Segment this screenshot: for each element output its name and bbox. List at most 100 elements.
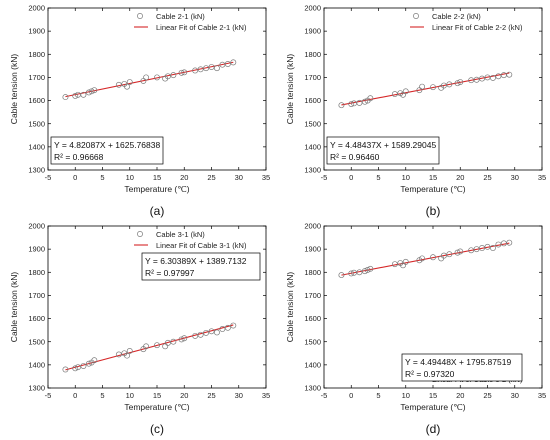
legend-marker <box>137 13 143 19</box>
data-point <box>143 74 150 81</box>
data-point <box>170 72 177 79</box>
y-tick-label: 1300 <box>28 166 45 175</box>
y-tick-label: 1800 <box>28 268 45 277</box>
data-point <box>446 81 453 88</box>
x-tick-label: 20 <box>456 173 464 182</box>
chart-panel-1: -5 0 5 10 15 20 25 30 35 1300 1400 1500 1600 1700 1800… <box>9 4 270 218</box>
x-tick-label: 20 <box>456 391 464 400</box>
equation-box <box>326 136 440 165</box>
data-point <box>192 67 199 74</box>
data-point <box>72 365 79 372</box>
y-tick-label: 1600 <box>28 96 45 105</box>
x-tick-label: -5 <box>45 391 52 400</box>
legend-marker <box>137 231 143 237</box>
data-point <box>391 261 398 268</box>
x-tick-label: 0 <box>349 173 353 182</box>
x-tick-label: 25 <box>483 391 491 400</box>
data-point <box>154 342 160 349</box>
y-tick-label: 1300 <box>28 384 45 393</box>
data-point <box>230 59 237 66</box>
data-point <box>164 73 171 80</box>
x-tick-label: 35 <box>262 173 270 182</box>
data-point <box>213 329 220 336</box>
y-tick-label: 1400 <box>304 142 321 151</box>
r-squared: R² = 0.97997 <box>145 268 195 278</box>
chart-panel-4: -5 0 5 10 15 20 25 30 35 1300 1400 1500 1600 1700 1800… <box>285 222 546 436</box>
y-tick-label: 1900 <box>28 27 45 36</box>
y-tick-label: 1700 <box>304 291 321 300</box>
data-point <box>126 79 133 86</box>
r-squared: R² = 0.96668 <box>54 152 104 162</box>
data-point <box>402 88 409 95</box>
x-tick-label: 5 <box>100 391 104 400</box>
data-point <box>80 363 87 369</box>
data-point <box>506 71 513 78</box>
data-point <box>356 99 363 106</box>
data-point <box>468 247 475 254</box>
x-tick-label: 30 <box>235 173 243 182</box>
data-point <box>348 270 355 277</box>
data-point <box>479 75 485 82</box>
y-tick-label: 1700 <box>304 73 321 82</box>
x-tick-label: 15 <box>429 391 437 400</box>
y-axis-label: Cable tension (kN) <box>9 54 19 125</box>
data-point <box>75 364 81 371</box>
legend-label: Linear Fit of Cable 2-1 (kN) <box>156 23 247 32</box>
y-tick-label: 1300 <box>304 384 321 393</box>
data-point <box>348 101 355 107</box>
x-tick-label: -5 <box>45 173 52 182</box>
data-point <box>338 102 345 109</box>
x-tick-label: 30 <box>511 391 519 400</box>
data-point <box>338 272 345 279</box>
data-point <box>72 92 79 99</box>
data-point <box>91 357 98 364</box>
data-point <box>356 269 363 276</box>
y-tick-label: 1800 <box>304 268 321 277</box>
data-point <box>495 241 502 248</box>
equation-box <box>401 353 523 382</box>
y-tick-label: 1500 <box>28 119 45 128</box>
x-tick-label: 35 <box>538 391 546 400</box>
equation-box <box>141 252 261 281</box>
data-point <box>457 79 464 86</box>
legend-label: Cable 3-1 (kN) <box>156 230 205 239</box>
x-tick-label: 25 <box>483 173 491 182</box>
data-point <box>162 343 169 350</box>
plot-frame <box>47 225 267 389</box>
data-point <box>62 366 69 373</box>
panel-label: (c) <box>150 422 164 436</box>
x-axis-label: Temperature (℃) <box>400 402 465 412</box>
y-tick-label: 1600 <box>304 314 321 323</box>
fit-equation: Y = 4.48437X + 1589.29045 <box>330 140 436 150</box>
y-tick-label: 1800 <box>28 50 45 59</box>
data-point <box>230 322 237 329</box>
fit-line <box>341 72 510 106</box>
y-axis-label: Cable tension (kN) <box>285 272 295 343</box>
data-point <box>181 69 188 76</box>
data-point <box>473 76 480 83</box>
data-point <box>181 335 188 342</box>
data-point <box>197 66 204 73</box>
y-tick-label: 1300 <box>304 166 321 175</box>
x-tick-label: 35 <box>262 391 270 400</box>
data-point <box>208 64 215 70</box>
x-axis-label: Temperature (℃) <box>400 184 465 194</box>
data-point <box>500 72 507 79</box>
legend-label: Linear Fit of Cable 2-2 (kN) <box>432 23 523 32</box>
y-tick-label: 1400 <box>28 142 45 151</box>
x-tick-label: 15 <box>153 391 161 400</box>
y-tick-label: 1900 <box>304 27 321 36</box>
x-tick-label: 25 <box>207 391 215 400</box>
chart-panel-3: -5 0 5 10 15 20 25 30 35 1300 1400 1500 1600 1700 1800… <box>9 222 270 436</box>
equation-box <box>50 136 164 165</box>
x-tick-label: 20 <box>180 173 188 182</box>
y-tick-label: 1700 <box>28 73 45 82</box>
data-point <box>91 87 98 94</box>
data-point <box>446 251 453 258</box>
fit-equation: Y = 4.82087X + 1625.76838 <box>54 140 160 150</box>
data-point <box>364 267 371 273</box>
data-point <box>367 95 374 102</box>
data-point <box>479 245 485 251</box>
x-tick-label: 10 <box>126 391 134 400</box>
y-tick-label: 2000 <box>304 222 321 231</box>
